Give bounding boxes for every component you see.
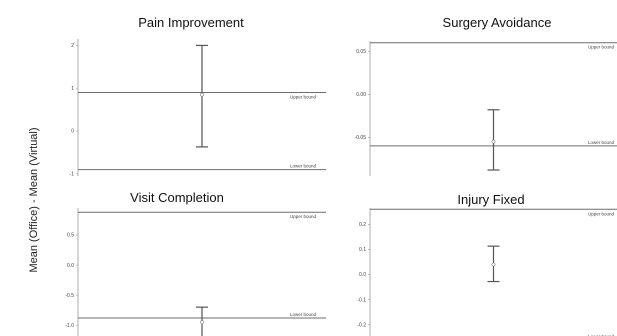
y-tick-label: 0.0 (359, 272, 366, 278)
panel-injury-fixed: Injury Fixed 0.2 0.1 0.0 -0.1 -0.2 Upper bound… (357, 192, 617, 336)
upper-bound-label: Upper bound (588, 211, 615, 216)
upper-bound-label: Upper bound (290, 214, 317, 219)
point-estimate-marker (200, 92, 204, 97)
y-tick-label: -1.0 (65, 323, 74, 329)
lower-bound-label: Lower bound (290, 312, 317, 317)
y-tick-label: -0.05 (355, 135, 367, 141)
y-tick-label: -0.5 (65, 293, 74, 299)
panel-title: Visit Completion (130, 190, 224, 205)
y-tick-label: -0.1 (357, 297, 366, 303)
upper-bound-label: Upper bound (290, 95, 317, 100)
y-tick-label: 0.0 (67, 263, 74, 269)
point-estimate-marker (200, 320, 204, 325)
y-tick-label: 2 (71, 43, 74, 49)
upper-bound-label: Upper bound (588, 45, 615, 50)
lower-bound-label: Lower bound (588, 334, 615, 336)
lower-bound-label: Lower bound (290, 164, 317, 169)
panel-pain-improvement: Pain Improvement -1 0 1 2 Upper bound Lower bo… (70, 15, 326, 178)
panel-title: Surgery Avoidance (443, 15, 552, 30)
y-tick-label: 0.00 (356, 92, 366, 98)
y-tick-label: -1 (70, 172, 75, 178)
y-tick-label: 0.05 (356, 49, 366, 55)
panel-plot-area: Upper bound Lower bound (78, 44, 326, 171)
point-estimate-marker (491, 262, 496, 267)
point-estimate-marker (491, 139, 496, 144)
panel-title: Pain Improvement (138, 15, 244, 30)
y-tick-label: 0 (71, 129, 74, 135)
y-tick-label: 0.2 (359, 222, 366, 228)
panel-visit-completion: Visit Completion 0.5 0.0 -0.5 -1.0 Upper boun… (65, 190, 326, 336)
panel-plot-area: Upper bound Lower bound (370, 208, 617, 336)
y-tick-label: 1 (71, 86, 74, 92)
lower-bound-label: Lower bound (588, 140, 615, 145)
panel-plot-area: Upper bound Lower bound (78, 211, 326, 336)
y-tick-label: 0.1 (359, 247, 366, 253)
y-tick-label: 0.5 (67, 233, 74, 239)
panel-plot-area: Upper bound Lower bound (370, 42, 617, 171)
panel-title: Injury Fixed (457, 192, 524, 207)
shared-y-axis-label: Mean (Office) - Mean (Virtual) (28, 127, 40, 272)
y-tick-label: -0.2 (357, 322, 366, 328)
